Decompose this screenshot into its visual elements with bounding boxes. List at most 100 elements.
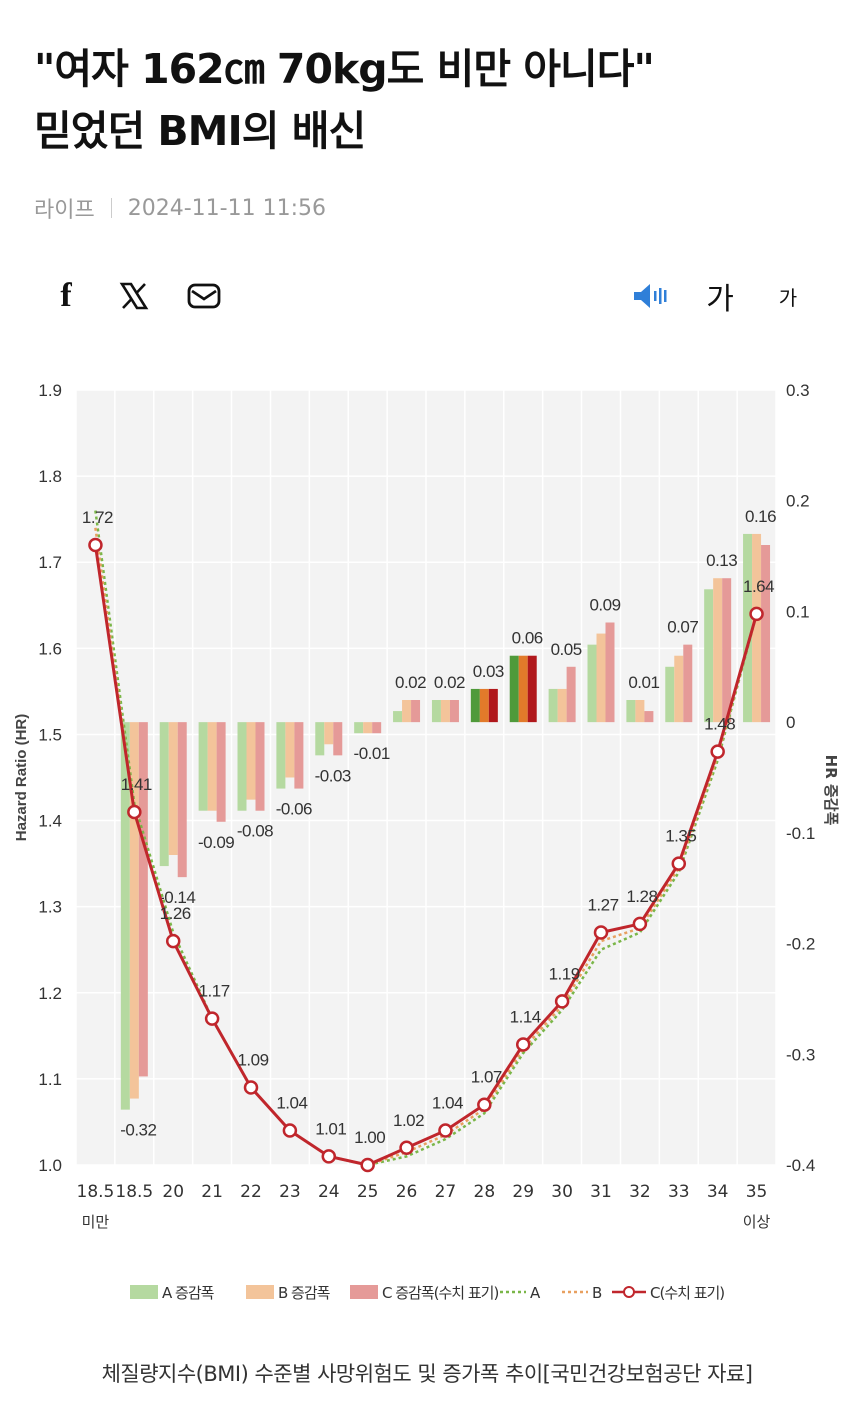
line-c-point	[127, 804, 142, 820]
bar-b	[752, 533, 762, 723]
bar-data-label: 0.07	[667, 618, 698, 637]
line-data-label: 1.01	[315, 1119, 346, 1138]
y2-tick-label: 0	[786, 713, 795, 732]
y2-tick-label: -0.1	[786, 824, 815, 843]
x-tick-label: 32	[629, 1182, 651, 1202]
bar-a	[354, 722, 364, 734]
bar-a	[120, 722, 130, 1110]
y-tick-label: 1.4	[38, 812, 62, 831]
article-title-line1: "여자 162㎝ 70kg도 비만 아니다"	[34, 45, 655, 93]
line-c-point	[632, 916, 648, 932]
bar-data-label: 0.02	[434, 673, 465, 692]
bar-c	[566, 666, 576, 723]
bar-b	[518, 655, 528, 723]
bar-b	[324, 722, 334, 745]
line-c-point	[88, 537, 103, 553]
bar-b	[363, 722, 373, 734]
y2-tick-label: 0.2	[786, 492, 810, 511]
line-data-label: 1.04	[276, 1094, 307, 1113]
font-small-label: 가	[778, 285, 798, 310]
legend-label: C(수치 표기)	[650, 1284, 724, 1302]
bar-a	[509, 655, 519, 723]
share-toolbar: f 가 가	[0, 268, 854, 324]
bar-c	[605, 622, 615, 723]
y-axis-title: Hazard Ratio (HR)	[13, 714, 30, 842]
article-meta: 라이프 2024-11-11 11:56	[34, 192, 326, 224]
y-tick-label: 1.3	[38, 898, 62, 917]
line-data-label: 1.27	[587, 896, 618, 915]
x-share-button[interactable]	[106, 268, 162, 324]
bar-c	[761, 545, 771, 723]
y-tick-label: 1.5	[38, 725, 62, 744]
bar-c	[177, 722, 187, 878]
bar-data-label: -0.09	[198, 833, 234, 852]
x-tick-label: 25	[357, 1182, 379, 1202]
bar-c	[372, 722, 382, 734]
line-c-point	[165, 933, 181, 949]
line-c-point	[477, 1097, 492, 1112]
bar-data-label: -0.03	[315, 766, 351, 785]
category-link[interactable]: 라이프	[34, 198, 95, 223]
font-large-label: 가	[706, 282, 734, 317]
bar-b	[207, 722, 217, 811]
y-tick-label: 1.7	[38, 553, 62, 572]
bar-a	[431, 700, 441, 723]
line-c-point	[243, 1080, 259, 1095]
y2-tick-label: 0.3	[786, 381, 810, 400]
bar-b	[635, 700, 645, 723]
bar-c	[488, 688, 498, 723]
bar-b	[246, 722, 256, 800]
legend-label: A	[530, 1284, 541, 1302]
line-data-label: 1.41	[121, 775, 152, 794]
bar-b	[402, 700, 412, 723]
y2-tick-label: 0.1	[786, 602, 810, 621]
line-c-point	[204, 1011, 220, 1026]
bar-data-label: -0.08	[237, 822, 273, 841]
bar-a	[276, 722, 286, 789]
line-c-point	[710, 744, 725, 759]
bar-a	[315, 722, 325, 756]
bar-b	[674, 655, 684, 723]
bar-a	[548, 688, 558, 723]
x-tick-label: 35	[746, 1182, 768, 1202]
bar-c	[683, 644, 693, 723]
bar-data-label: 0.09	[589, 596, 620, 615]
line-c-point	[515, 1037, 531, 1052]
bar-a	[159, 722, 169, 867]
article-title-line2: 믿었던 BMI의 배신	[34, 107, 366, 155]
line-data-label: 1.28	[626, 887, 657, 906]
bar-data-label: 0.06	[512, 629, 543, 648]
font-size-small-button[interactable]: 가	[760, 268, 816, 324]
line-data-label: 1.48	[704, 715, 735, 734]
line-data-label: 1.35	[665, 827, 696, 846]
legend-label: C 증감폭(수치 표기)	[382, 1284, 498, 1302]
facebook-share-button[interactable]: f	[38, 268, 94, 324]
x-tick-label: 18.5	[77, 1182, 115, 1202]
bar-b	[479, 688, 489, 723]
email-share-button[interactable]	[176, 268, 232, 324]
y2-tick-label: -0.2	[786, 935, 815, 954]
x-tick-label: 34	[707, 1182, 729, 1202]
line-c-point	[671, 856, 687, 871]
bar-b	[596, 633, 606, 723]
font-size-large-button[interactable]: 가	[692, 268, 748, 324]
x-tick-label: 20	[162, 1182, 184, 1202]
bar-a	[470, 688, 480, 723]
bar-data-label: -0.01	[354, 744, 390, 763]
y2-tick-label: -0.4	[786, 1156, 815, 1175]
bar-c	[294, 722, 304, 789]
tts-button[interactable]	[624, 268, 680, 324]
line-data-label: 1.72	[82, 508, 113, 527]
y2-tick-label: -0.3	[786, 1045, 815, 1064]
bar-c	[644, 711, 654, 723]
line-data-label: 1.00	[354, 1128, 385, 1147]
x-tick-label: 26	[396, 1182, 418, 1202]
mail-icon	[187, 283, 221, 309]
y-tick-label: 1.2	[38, 984, 62, 1003]
line-c-point	[438, 1123, 453, 1138]
bar-b	[168, 722, 178, 855]
line-data-label: 1.09	[237, 1051, 268, 1070]
legend-label: B 증감폭	[278, 1284, 330, 1302]
line-data-label: 1.14	[510, 1007, 541, 1026]
legend-label: B	[592, 1284, 602, 1302]
